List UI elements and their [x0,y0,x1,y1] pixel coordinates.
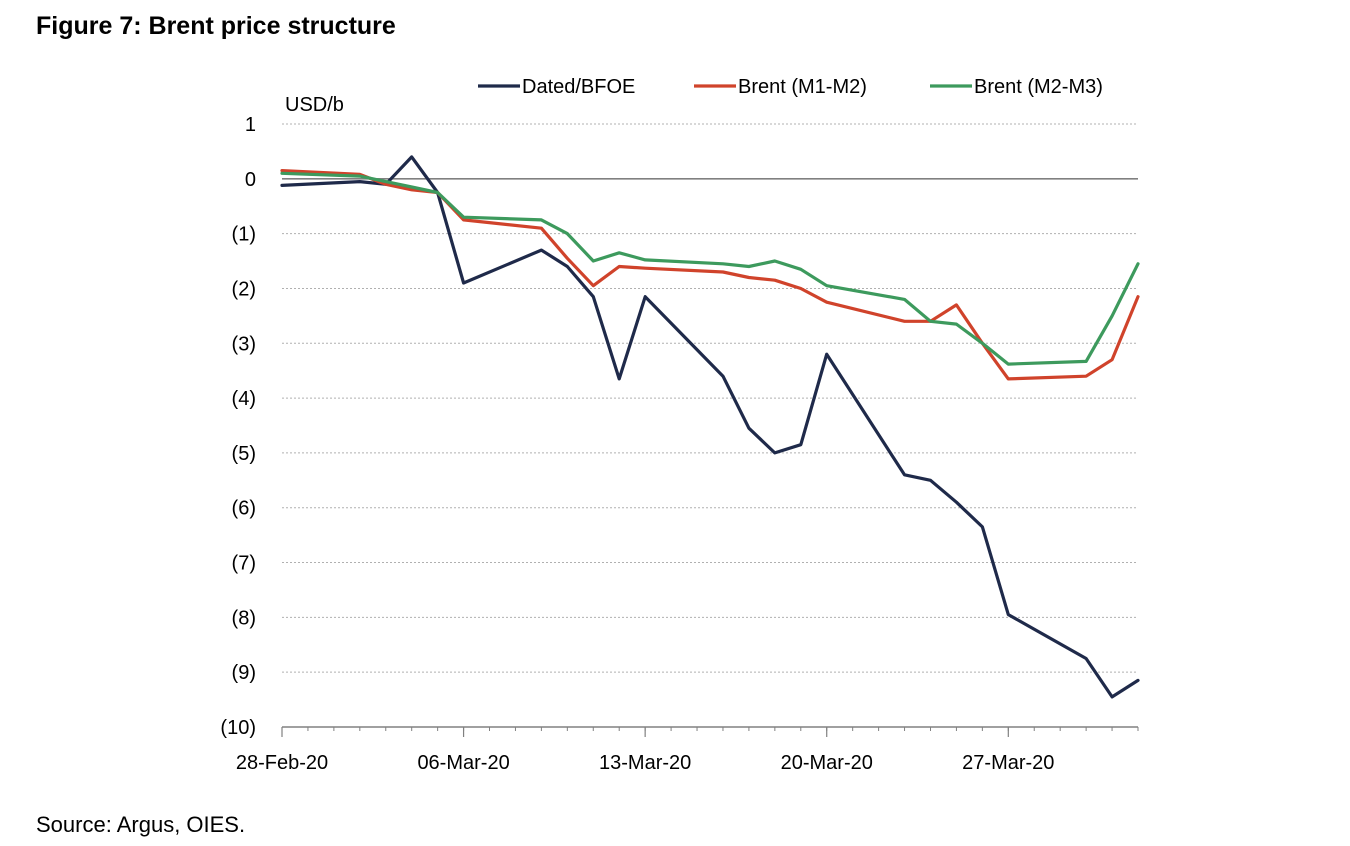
legend-label: Brent (M1-M2) [738,76,867,98]
y-tick-label: (3) [232,333,256,355]
y-tick-label: 1 [245,114,256,136]
y-tick-label: (1) [232,224,256,246]
legend: Dated/BFOE Brent (M1-M2) Brent (M2-M3) [478,76,1103,98]
gridlines [282,123,1138,673]
y-tick-label: (7) [232,553,256,575]
figure-title: Figure 7: Brent price structure [36,12,396,40]
series-line-1 [280,169,1140,381]
legend-label: Brent (M2-M3) [974,76,1103,98]
y-tick-label: 0 [245,169,256,191]
y-tick-label: (6) [232,498,256,520]
y-axis-label: USD/b [285,94,344,116]
x-tick-label: 06-Mar-20 [417,752,509,774]
x-tick-label: 13-Mar-20 [599,752,691,774]
y-tick-label: (2) [232,278,256,300]
series-line-2 [280,171,1140,366]
y-tick-label: (4) [232,388,256,410]
y-tick-label: (10) [220,717,256,739]
x-tick-labels: 28-Feb-20 06-Mar-20 13-Mar-20 20-Mar-20 27-M… [236,752,1055,774]
y-tick-labels: 1 0 (1) (2) (3) (4) (5) (6) (7) (8) (9) (10) [220,114,256,739]
x-tick-label: 28-Feb-20 [236,752,328,774]
series-lines [280,155,1140,699]
legend-label: Dated/BFOE [522,76,635,98]
axes [281,726,1139,737]
x-tick-label: 27-Mar-20 [962,752,1054,774]
y-tick-label: (5) [232,443,256,465]
y-tick-label: (9) [232,662,256,684]
y-tick-label: (8) [232,607,256,629]
series-line-0 [280,155,1140,699]
x-tick-label: 20-Mar-20 [781,752,873,774]
source-note: Source: Argus, OIES. [36,812,246,837]
